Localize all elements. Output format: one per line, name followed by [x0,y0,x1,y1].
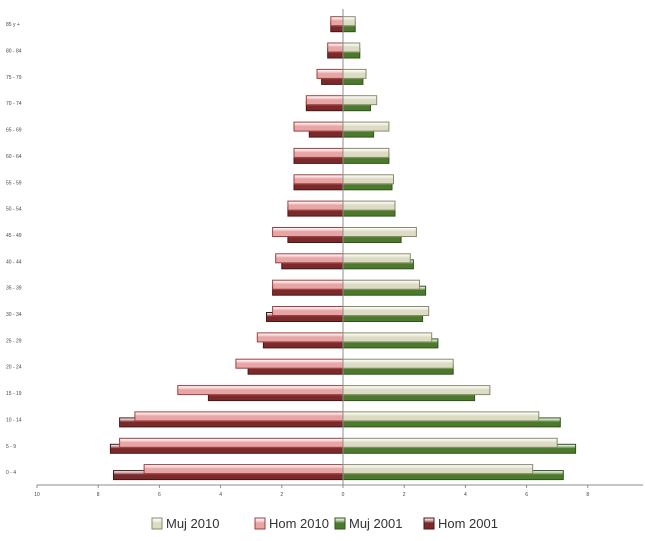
bar-muj-2010-55-59 [342,174,394,185]
legend-swatch-hom-2010 [254,517,266,530]
x-tick-label: 10 [34,492,40,498]
bar-hom-2010-0-4 [143,464,344,475]
bar-hom-2010-50-54 [287,200,344,211]
x-axis-tick-labels: 10 8 6 4 2 0 2 4 6 8 [34,492,589,498]
bar-muj-2010-40-44 [342,253,411,264]
age-group-label: 50 - 54 [6,207,22,213]
age-group-label: 0 - 4 [6,470,16,476]
bars-layer-2010 [119,16,558,475]
bar-muj-2010-60-64 [342,147,390,158]
bar-hom-2010-20-24 [235,358,344,369]
x-tick-label: 4 [464,492,467,498]
bar-hom-2010-45-49 [272,227,344,237]
bar-hom-2010-30-34 [272,306,344,316]
legend-label-hom-2001: Hom 2001 [438,516,498,531]
age-group-label: 45 - 49 [6,233,22,239]
bar-muj-2010-75-79 [342,68,367,79]
bar-muj-2010-65-69 [342,121,390,132]
age-group-label: 40 - 44 [6,259,22,265]
legend-label-hom-2010: Hom 2010 [269,516,329,531]
bar-hom-2010-5-9 [119,437,344,448]
bar-hom-2010-35-39 [272,279,344,290]
x-tick-label: 2 [280,492,283,498]
age-group-label: 10 - 14 [6,417,22,423]
age-group-label: 70 - 74 [6,101,22,107]
x-tick-label: 8 [97,492,100,498]
bar-hom-2010-85-y [330,16,344,27]
bar-hom-2010-25-29 [256,332,344,343]
x-tick-label: 2 [403,492,406,498]
age-group-label: 55 - 59 [6,180,22,186]
bar-muj-2010-10-14 [342,411,540,422]
age-group-label: 75 - 79 [6,75,22,81]
bar-hom-2010-15-19 [177,385,344,396]
bar-muj-2010-25-29 [342,332,433,343]
age-group-label: 35 - 39 [6,286,22,292]
bar-hom-2010-10-14 [134,411,344,422]
legend-swatch-hom-2001 [423,517,435,530]
age-group-label: 25 - 29 [6,338,22,344]
axes [36,9,643,488]
x-tick-label: 8 [586,492,589,498]
bar-hom-2010-55-59 [293,174,344,185]
bar-muj-2010-30-34 [342,306,430,316]
bar-hom-2010-70-74 [305,95,344,106]
x-tick-label: 0 [342,492,345,498]
bar-hom-2010-75-79 [316,68,344,79]
x-tick-label: 4 [219,492,222,498]
age-group-label: 65 - 69 [6,128,22,134]
bar-hom-2010-80-84 [327,42,344,53]
legend-swatch-muj-2001 [334,517,346,530]
legend-label-muj-2001: Muj 2001 [349,516,402,531]
bar-muj-2010-50-54 [342,200,396,211]
bar-hom-2010-60-64 [293,147,344,158]
bar-hom-2010-40-44 [275,253,344,264]
age-group-label: 5 - 9 [6,444,16,450]
legend-swatch-muj-2010 [151,517,163,530]
age-group-label: 85 y + [6,22,20,28]
age-group-label: 80 - 84 [6,49,22,55]
age-group-labels: 0 - 4 5 - 9 10 - 14 15 - 19 20 - 24 25 - 29 30… [6,22,22,476]
age-group-label: 30 - 34 [6,312,22,318]
bar-muj-2010-80-84 [342,42,361,53]
bar-muj-2010-15-19 [342,385,491,396]
bar-muj-2010-45-49 [342,227,417,237]
bar-muj-2010-70-74 [342,95,378,106]
bar-muj-2010-35-39 [342,279,420,290]
legend-label-muj-2010: Muj 2010 [166,516,219,531]
age-group-label: 20 - 24 [6,365,22,371]
age-group-label: 60 - 64 [6,154,22,160]
bar-muj-2010-85-y [342,16,356,27]
legend: Muj 2010 Hom 2010 Muj 2001 Hom 2001 [151,516,498,531]
bar-muj-2010-5-9 [342,437,558,448]
x-tick-label: 6 [525,492,528,498]
bar-muj-2010-0-4 [342,464,534,475]
x-tick-label: 6 [158,492,161,498]
age-group-label: 15 - 19 [6,391,22,397]
bar-muj-2010-20-24 [342,358,454,369]
bar-hom-2010-65-69 [293,121,344,132]
